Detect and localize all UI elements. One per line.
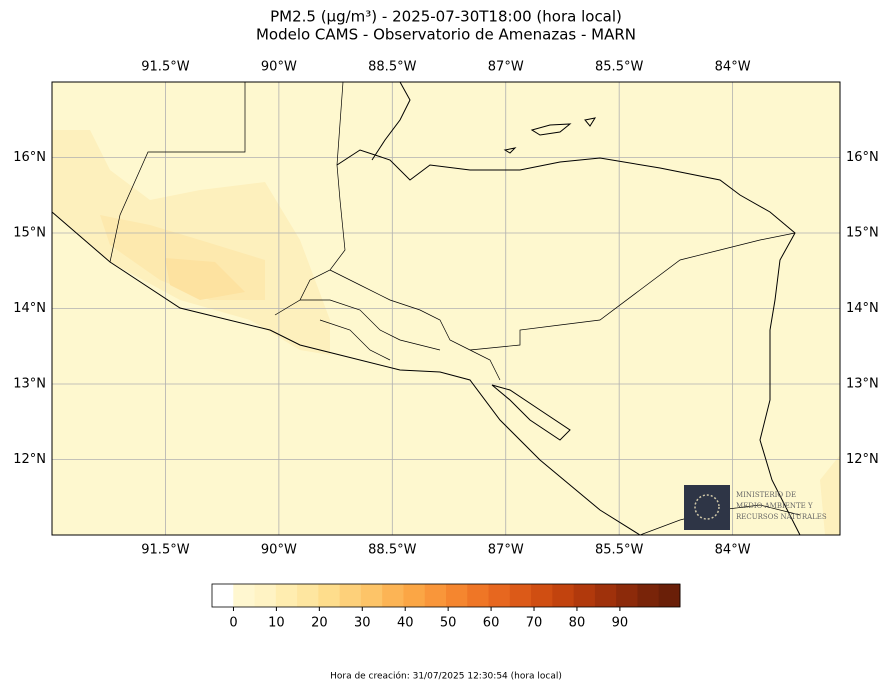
map-frame (51, 81, 841, 536)
lat-tick-label: 16°N (846, 150, 879, 165)
border (329, 269, 501, 381)
lon-tick-label: 88.5°W (368, 60, 416, 75)
colorbar-segment (212, 584, 234, 607)
colorbar-segment (446, 584, 468, 607)
colorbar-segment (424, 584, 447, 607)
logo-mark (684, 485, 730, 530)
colorbar-segment (467, 584, 490, 607)
shade (165, 258, 245, 300)
lat-tick-label: 13°N (846, 377, 879, 392)
border (274, 81, 346, 316)
colorbar-segment (233, 584, 256, 607)
border (300, 299, 441, 361)
lon-tick-label: 91.5°W (141, 543, 189, 558)
colorbar-segment (275, 584, 298, 607)
lake-nicaragua (491, 384, 571, 441)
lon-tick-label: 87°W (488, 60, 524, 75)
colorbar-frame (211, 583, 681, 608)
footer: Hora de creación: 31/07/2025 12:30:54 (h… (330, 671, 562, 682)
lon-tick-label: 88.5°W (368, 543, 416, 558)
subtitle: Modelo CAMS - Observatorio de Amenazas -… (256, 26, 636, 44)
caribbean-coast (336, 149, 801, 536)
pollution-shading (52, 130, 840, 535)
colorbar-tick-label: 40 (397, 616, 414, 631)
colorbar-segment (509, 584, 532, 607)
logo-seal (694, 494, 720, 520)
title: PM2.5 (µg/m³) - 2025-07-30T18:00 (hora l… (270, 8, 622, 26)
lat-tick-label: 12°N (846, 452, 879, 467)
logo: MINISTERIO DE MEDIO AMBIENTE Y RECURSOS … (684, 485, 827, 530)
border (469, 232, 796, 351)
border (109, 82, 246, 263)
lon-tick-label: 84°W (715, 60, 751, 75)
colorbar-tick-label: 60 (483, 616, 500, 631)
colorbar-tick-label: 70 (526, 616, 543, 631)
logo-text: RECURSOS NATURALES (736, 513, 827, 521)
lon-tick-label: 91.5°W (141, 60, 189, 75)
colorbar-segment (594, 584, 617, 607)
colorbar-segment (573, 584, 596, 607)
coastlines (51, 81, 801, 536)
colorbar-segment (403, 584, 426, 607)
pacific-coast (51, 211, 641, 536)
islands (503, 117, 597, 154)
colorbar-segment (488, 584, 511, 607)
colorbar-segment (637, 584, 660, 607)
lon-tick-label: 84°W (715, 543, 751, 558)
colorbar-tick-label: 90 (612, 616, 629, 631)
colorbar-tick-label: 0 (229, 616, 237, 631)
colorbar-segment (531, 584, 553, 607)
colorbar-tick-label: 20 (311, 616, 328, 631)
colorbar-tick-label: 80 (569, 616, 586, 631)
colorbar-segment (616, 584, 638, 607)
colorbar-segment (297, 584, 319, 607)
colorbar-segment (552, 584, 575, 607)
colorbar-tick-label: 30 (354, 616, 371, 631)
lat-tick-label: 14°N (846, 301, 879, 316)
colorbar-segment (339, 584, 362, 607)
colorbar-tick-label: 50 (440, 616, 457, 631)
lat-tick-label: 15°N (846, 226, 879, 241)
logo-text: MINISTERIO DE (736, 491, 796, 499)
logo-text: MEDIO AMBIENTE Y (736, 502, 813, 510)
colorbar-segment (382, 584, 404, 607)
lat-tick-label: 13°N (13, 377, 46, 392)
lat-tick-label: 14°N (13, 301, 46, 316)
lon-tick-label: 85.5°W (595, 60, 643, 75)
lon-tick-label: 87°W (488, 543, 524, 558)
belize-coast (371, 81, 411, 161)
shade (820, 455, 840, 535)
lat-tick-label: 16°N (13, 150, 46, 165)
colorbar-tick-label: 10 (268, 616, 285, 631)
lat-tick-label: 12°N (13, 452, 46, 467)
colorbar-segment (360, 584, 383, 607)
lon-tick-label: 85.5°W (595, 543, 643, 558)
colorbar-segment (318, 584, 341, 607)
colorbar-segment (254, 584, 277, 607)
lat-tick-label: 15°N (13, 226, 46, 241)
lon-tick-label: 90°W (261, 60, 297, 75)
borders (109, 81, 801, 536)
colorbar-segment (658, 584, 681, 607)
lon-tick-label: 90°W (261, 543, 297, 558)
